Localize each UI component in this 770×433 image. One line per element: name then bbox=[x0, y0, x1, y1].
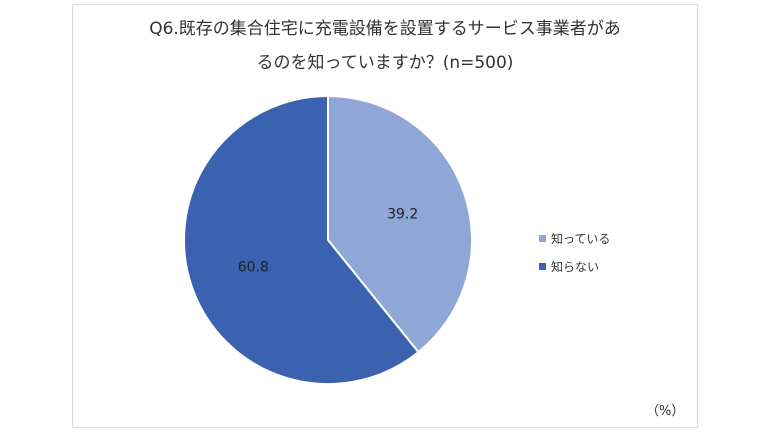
chart-title-line1: Q6.既存の集合住宅に充電設備を設置するサービス事業者があ bbox=[149, 19, 621, 39]
pie-slice-unknown bbox=[183, 94, 420, 385]
pie-slice-known bbox=[327, 94, 473, 354]
pie-slice-known-value-label: 39.2 bbox=[387, 207, 418, 223]
legend-swatch-unknown bbox=[539, 262, 546, 270]
chart-frame bbox=[72, 4, 698, 428]
legend-item-unknown: 知らない bbox=[539, 259, 610, 274]
legend-swatch-known bbox=[539, 234, 546, 242]
pie-slice-unknown-value-label: 60.8 bbox=[238, 259, 269, 275]
legend-label-unknown: 知らない bbox=[551, 259, 600, 274]
legend-item-known: 知っている bbox=[539, 231, 611, 246]
chart-title-line2: るのを知っていますか？(n=500) bbox=[256, 53, 514, 73]
legend-label-known: 知っている bbox=[551, 231, 611, 246]
unit-label: （%） bbox=[646, 404, 685, 419]
chart-title: Q6.既存の集合住宅に充電設備を設置するサービス事業者があ るのを知っていますか… bbox=[72, 12, 698, 80]
chart-legend: 知っている 知らない bbox=[539, 231, 610, 287]
